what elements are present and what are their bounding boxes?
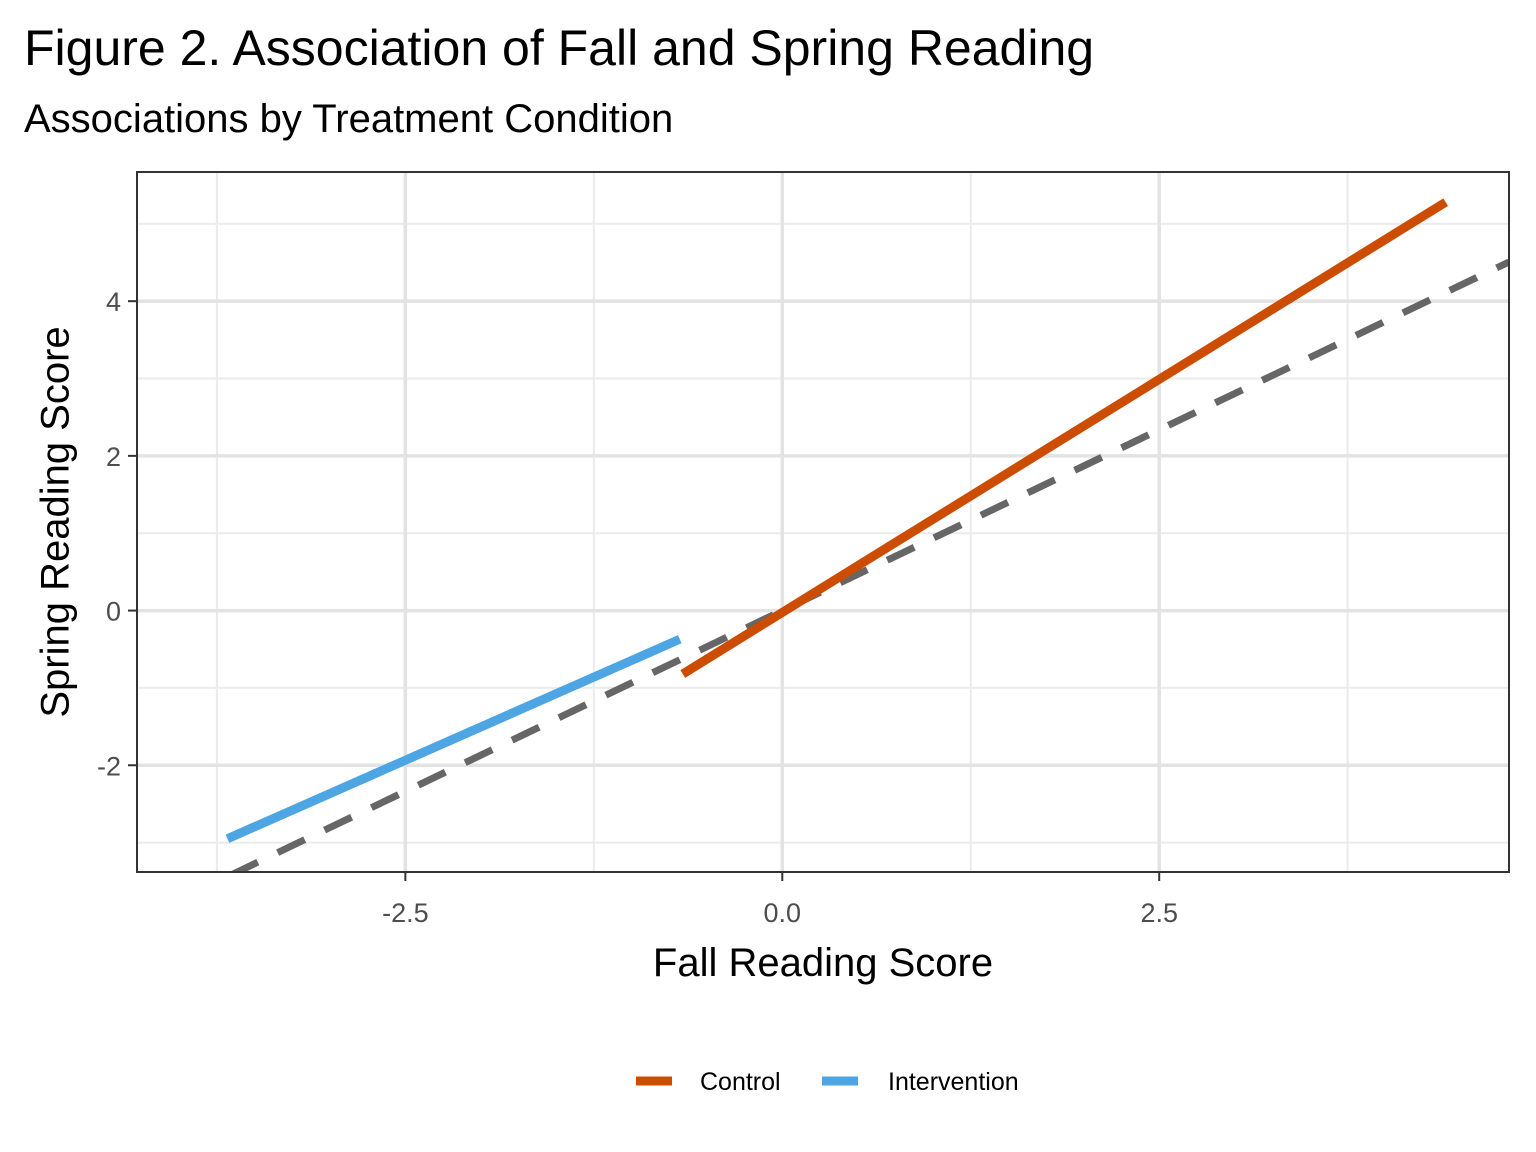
legend-label-control: Control [700, 1068, 781, 1096]
legend-label-intervention: Intervention [888, 1068, 1019, 1096]
chart-subtitle: Associations by Treatment Condition [24, 97, 674, 141]
chart-title: Figure 2. Association of Fall and Spring… [24, 20, 1095, 76]
y-axis-label: Spring Reading Score [34, 326, 78, 717]
y-tick-label: 2 [106, 442, 121, 472]
x-tick-label: -2.5 [382, 898, 429, 928]
series-line-intervention [225, 635, 682, 843]
y-tick-label: 0 [106, 597, 121, 627]
grid [137, 172, 1509, 872]
y-tick-label: -2 [97, 751, 121, 781]
reference-line [229, 258, 1509, 872]
series-line-control [680, 198, 1449, 678]
x-tick-label: 0.0 [764, 898, 802, 928]
x-axis-label: Fall Reading Score [653, 941, 993, 985]
y-axis: -2 0 2 4 [97, 287, 137, 781]
x-axis: -2.5 0.0 2.5 [382, 872, 1178, 928]
legend: Control Intervention [636, 1068, 1019, 1096]
x-tick-label: 2.5 [1140, 898, 1178, 928]
series-layer [225, 198, 1509, 872]
y-tick-label: 4 [106, 287, 121, 317]
panel-border [136, 171, 1510, 873]
